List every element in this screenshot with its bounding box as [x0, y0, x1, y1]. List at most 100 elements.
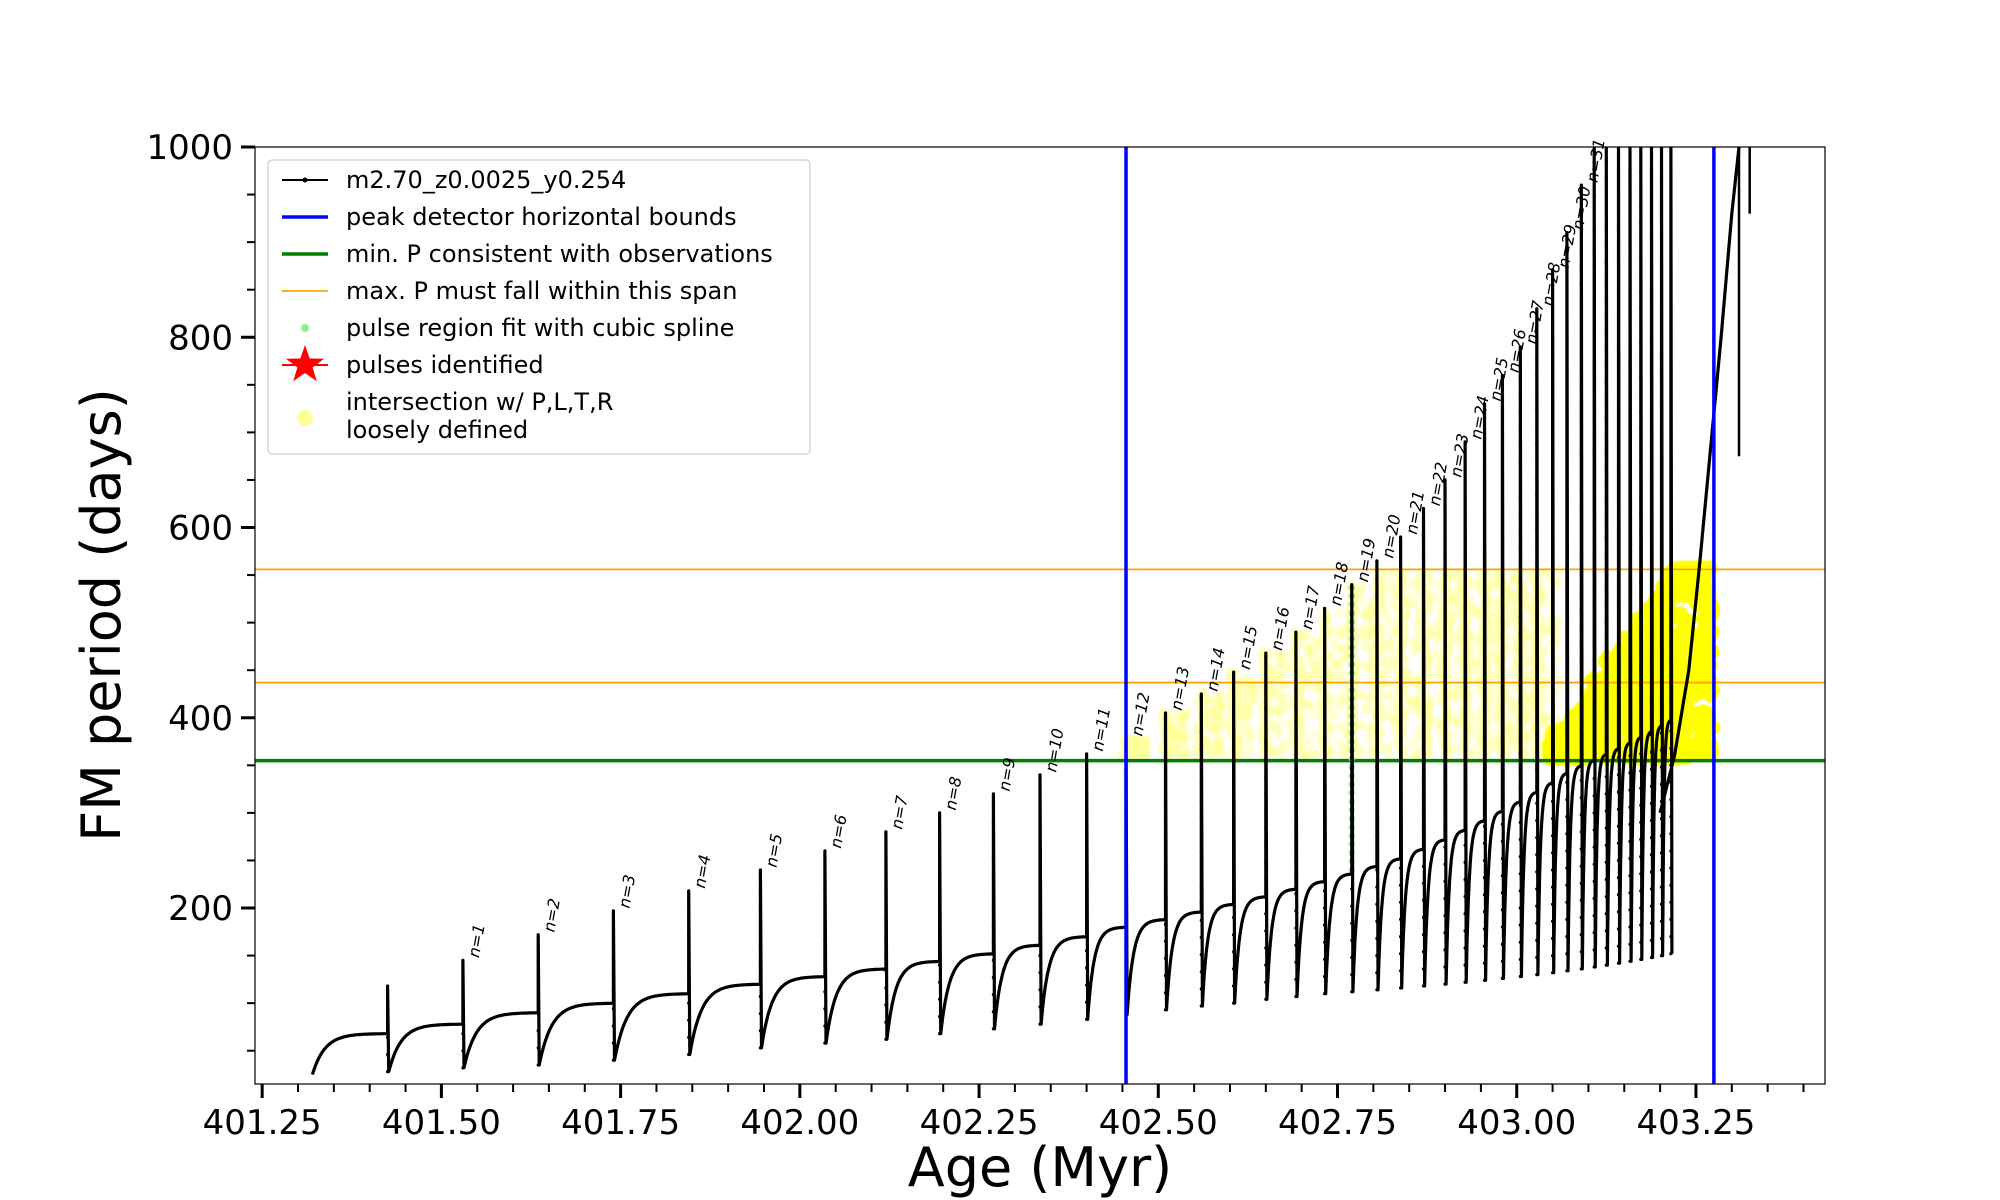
- intersection-point: [1302, 642, 1313, 653]
- intersection-point: [1327, 702, 1338, 713]
- intersection-point: [1216, 707, 1227, 718]
- period-point: [1399, 763, 1403, 767]
- period-point: [1628, 343, 1632, 347]
- period-point: [1551, 508, 1555, 512]
- period-point: [1085, 897, 1089, 902]
- intersection-point: [1125, 738, 1136, 749]
- intersection-point: [1131, 735, 1142, 745]
- period-point: [1579, 385, 1583, 389]
- period-point: [1604, 586, 1608, 591]
- intersection-point: [1131, 750, 1142, 761]
- x-tick-label: 402.75: [1278, 1103, 1397, 1143]
- period-point: [1659, 234, 1664, 238]
- period-point: [1628, 326, 1632, 330]
- period-point: [1604, 398, 1608, 402]
- intersection-point: [1486, 687, 1497, 698]
- period-point: [1579, 590, 1583, 594]
- intersection-point: [1238, 684, 1249, 695]
- period-point: [1323, 752, 1327, 756]
- period-point: [1551, 525, 1555, 530]
- intersection-point: [1265, 688, 1276, 699]
- period-point: [1616, 756, 1621, 760]
- period-point: [1669, 883, 1673, 887]
- period-point: [1565, 815, 1569, 819]
- period-point: [1518, 940, 1522, 944]
- period-point: [1350, 699, 1354, 703]
- period-point: [1639, 512, 1643, 516]
- intersection-point: [1409, 637, 1420, 648]
- period-point: [1628, 959, 1632, 963]
- period-point: [1085, 778, 1089, 782]
- period-point: [1628, 548, 1632, 552]
- period-point: [1199, 833, 1203, 837]
- period-point: [1264, 946, 1268, 950]
- period-point: [991, 890, 996, 894]
- period-point: [1669, 524, 1673, 528]
- intersection-point: [1356, 590, 1366, 601]
- period-point: [823, 887, 827, 891]
- period-point: [1350, 647, 1354, 651]
- period-point: [1616, 396, 1621, 400]
- intersection-point: [1216, 690, 1227, 701]
- period-point: [1482, 533, 1487, 537]
- intersection-point: [1205, 720, 1216, 731]
- period-point: [1323, 872, 1327, 876]
- period-point: [1482, 499, 1487, 503]
- intersection-point: [1359, 642, 1370, 653]
- period-point: [1232, 830, 1236, 834]
- intersection-point: [1215, 743, 1226, 754]
- period-point: [1639, 820, 1643, 825]
- period-point: [1085, 846, 1089, 850]
- period-point: [1421, 573, 1426, 577]
- period-point: [1628, 497, 1632, 501]
- period-point: [1199, 987, 1203, 991]
- plot-area: [255, 147, 1825, 1084]
- intersection-point: [1273, 705, 1283, 716]
- period-point: [938, 912, 942, 916]
- intersection-point: [1272, 706, 1283, 717]
- period-point: [1639, 855, 1643, 859]
- intersection-point: [1331, 659, 1342, 670]
- period-point: [1616, 824, 1621, 828]
- period-point: [1350, 853, 1354, 857]
- intersection-point: [1129, 748, 1140, 759]
- intersection-point: [1281, 703, 1292, 714]
- intersection-point: [1428, 630, 1439, 641]
- intersection-point: [1538, 566, 1549, 577]
- period-point: [1592, 965, 1596, 969]
- period-point: [1399, 849, 1403, 853]
- period-point: [1443, 879, 1447, 884]
- intersection-point: [1129, 738, 1140, 749]
- period-point: [1579, 676, 1583, 680]
- period-point: [1350, 681, 1354, 686]
- period-point: [1323, 992, 1327, 996]
- intersection-point: [1424, 700, 1435, 711]
- intersection-point: [1170, 742, 1181, 753]
- period-point: [1535, 801, 1539, 806]
- period-point: [1649, 219, 1654, 223]
- period-point: [884, 1003, 888, 1007]
- period-point: [1604, 312, 1608, 316]
- period-point: [1085, 932, 1089, 936]
- period-point: [1604, 227, 1608, 231]
- period-point: [1264, 877, 1268, 882]
- period-point: [1669, 712, 1673, 716]
- intersection-point: [1426, 624, 1437, 635]
- period-point: [1232, 847, 1236, 851]
- intersection-point: [1247, 682, 1257, 693]
- period-point: [1639, 649, 1643, 653]
- period-point: [1604, 603, 1608, 608]
- intersection-point: [1132, 740, 1143, 751]
- period-point: [1199, 781, 1203, 786]
- intersection-point: [1381, 616, 1392, 627]
- period-point: [1616, 465, 1621, 469]
- period-point: [1592, 794, 1596, 798]
- intersection-point: [1309, 700, 1320, 711]
- period-point: [1038, 834, 1042, 838]
- intersection-point: [1424, 748, 1435, 759]
- period-point: [1579, 265, 1583, 269]
- period-point: [1649, 339, 1654, 343]
- intersection-point: [1176, 736, 1187, 747]
- period-point: [1399, 969, 1403, 973]
- intersection-point: [1281, 719, 1292, 730]
